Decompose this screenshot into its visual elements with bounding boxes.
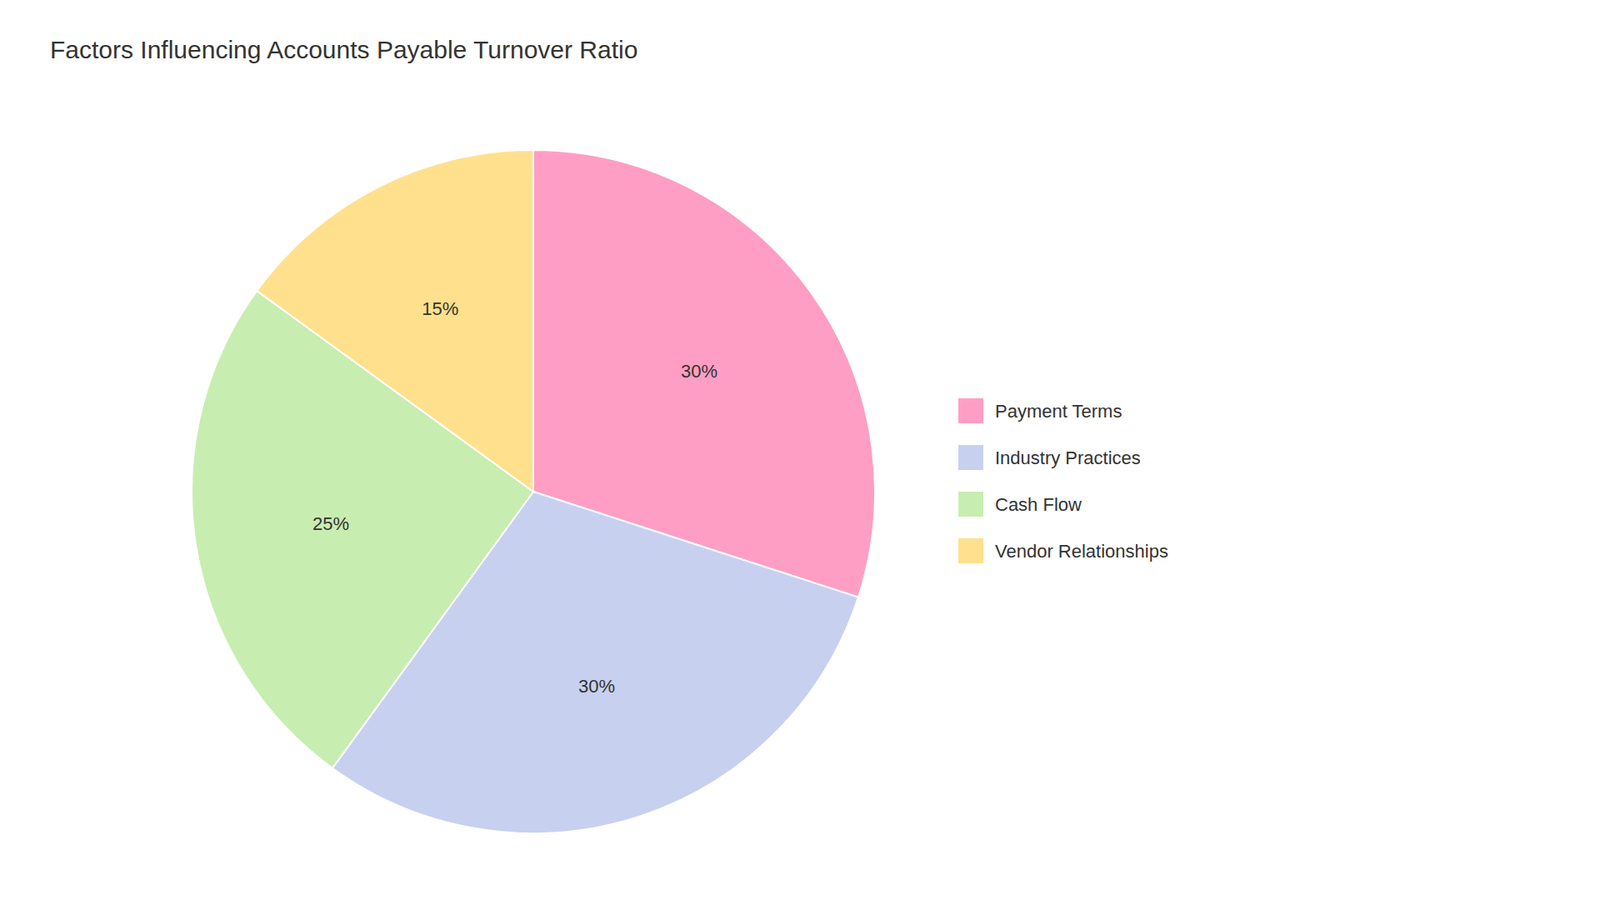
legend-label: Vendor Relationships [995, 540, 1169, 562]
legend-label: Cash Flow [995, 494, 1082, 515]
legend-label: Payment Terms [995, 400, 1122, 422]
slice [256, 150, 534, 492]
legend-item: Payment Terms [958, 398, 1122, 424]
legend-swatch [958, 445, 984, 470]
chart: Factors Influencing Accounts Payable Tur… [0, 0, 1600, 900]
legend-swatch [958, 491, 984, 517]
legend-item: Cash Flow [958, 491, 1082, 517]
legend-item: Vendor Relationships [958, 538, 1169, 564]
legend: Payment Terms Industry Practices Cash Flow… [958, 398, 1169, 564]
legend-label: Industry Practices [995, 447, 1141, 469]
data-label: 30% [680, 360, 718, 382]
data-label: 15% [421, 298, 459, 320]
pie [191, 150, 875, 834]
legend-swatch [958, 538, 984, 564]
data-labels: 30% 30% 25% 15% [312, 298, 718, 697]
title: Factors Influencing Accounts Payable Tur… [50, 35, 638, 64]
legend-item: Industry Practices [958, 445, 1141, 470]
data-label: 30% [578, 675, 615, 697]
legend-swatch [958, 398, 984, 424]
data-label: 25% [312, 513, 350, 535]
